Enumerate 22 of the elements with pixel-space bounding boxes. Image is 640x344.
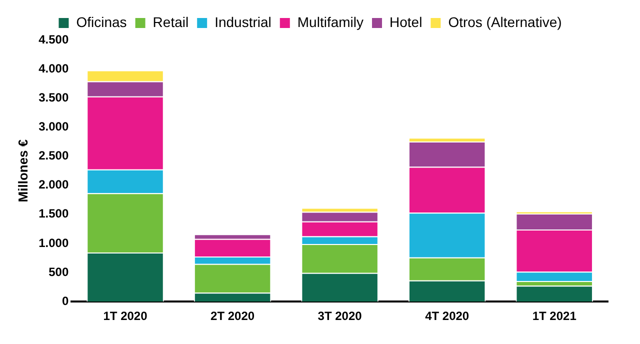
y-tick-label: 2.000 (38, 178, 69, 192)
y-tick-label: 3.000 (38, 120, 69, 134)
y-axis-title: Millones € (15, 139, 30, 202)
y-tick-label: 4.000 (38, 61, 69, 76)
legend-label: Retail (152, 14, 189, 30)
x-tick-label: 1T 2021 (532, 309, 577, 324)
x-tick-label: 4T 2020 (425, 309, 470, 324)
y-tick-label: 0 (62, 294, 69, 308)
y-tick-label: 4.500 (38, 32, 69, 46)
legend-label: Oficinas (76, 14, 127, 30)
x-tick-label: 2T 2020 (210, 309, 255, 324)
y-tick-label: 1.500 (38, 206, 69, 221)
x-tick-label: 1T 2020 (103, 309, 148, 324)
y-tick-label: 500 (48, 264, 69, 279)
legend-label: Multifamily (297, 14, 364, 30)
y-tick-label: 2.500 (38, 148, 69, 163)
y-tick-label: 1.000 (38, 236, 69, 250)
legend-label: Otros (Alternative) (448, 14, 562, 30)
x-tick-label: 3T 2020 (318, 309, 362, 324)
legend-label: Hotel (390, 14, 422, 30)
legend-label: Industrial (214, 14, 272, 30)
y-tick-label: 3.500 (38, 90, 69, 104)
